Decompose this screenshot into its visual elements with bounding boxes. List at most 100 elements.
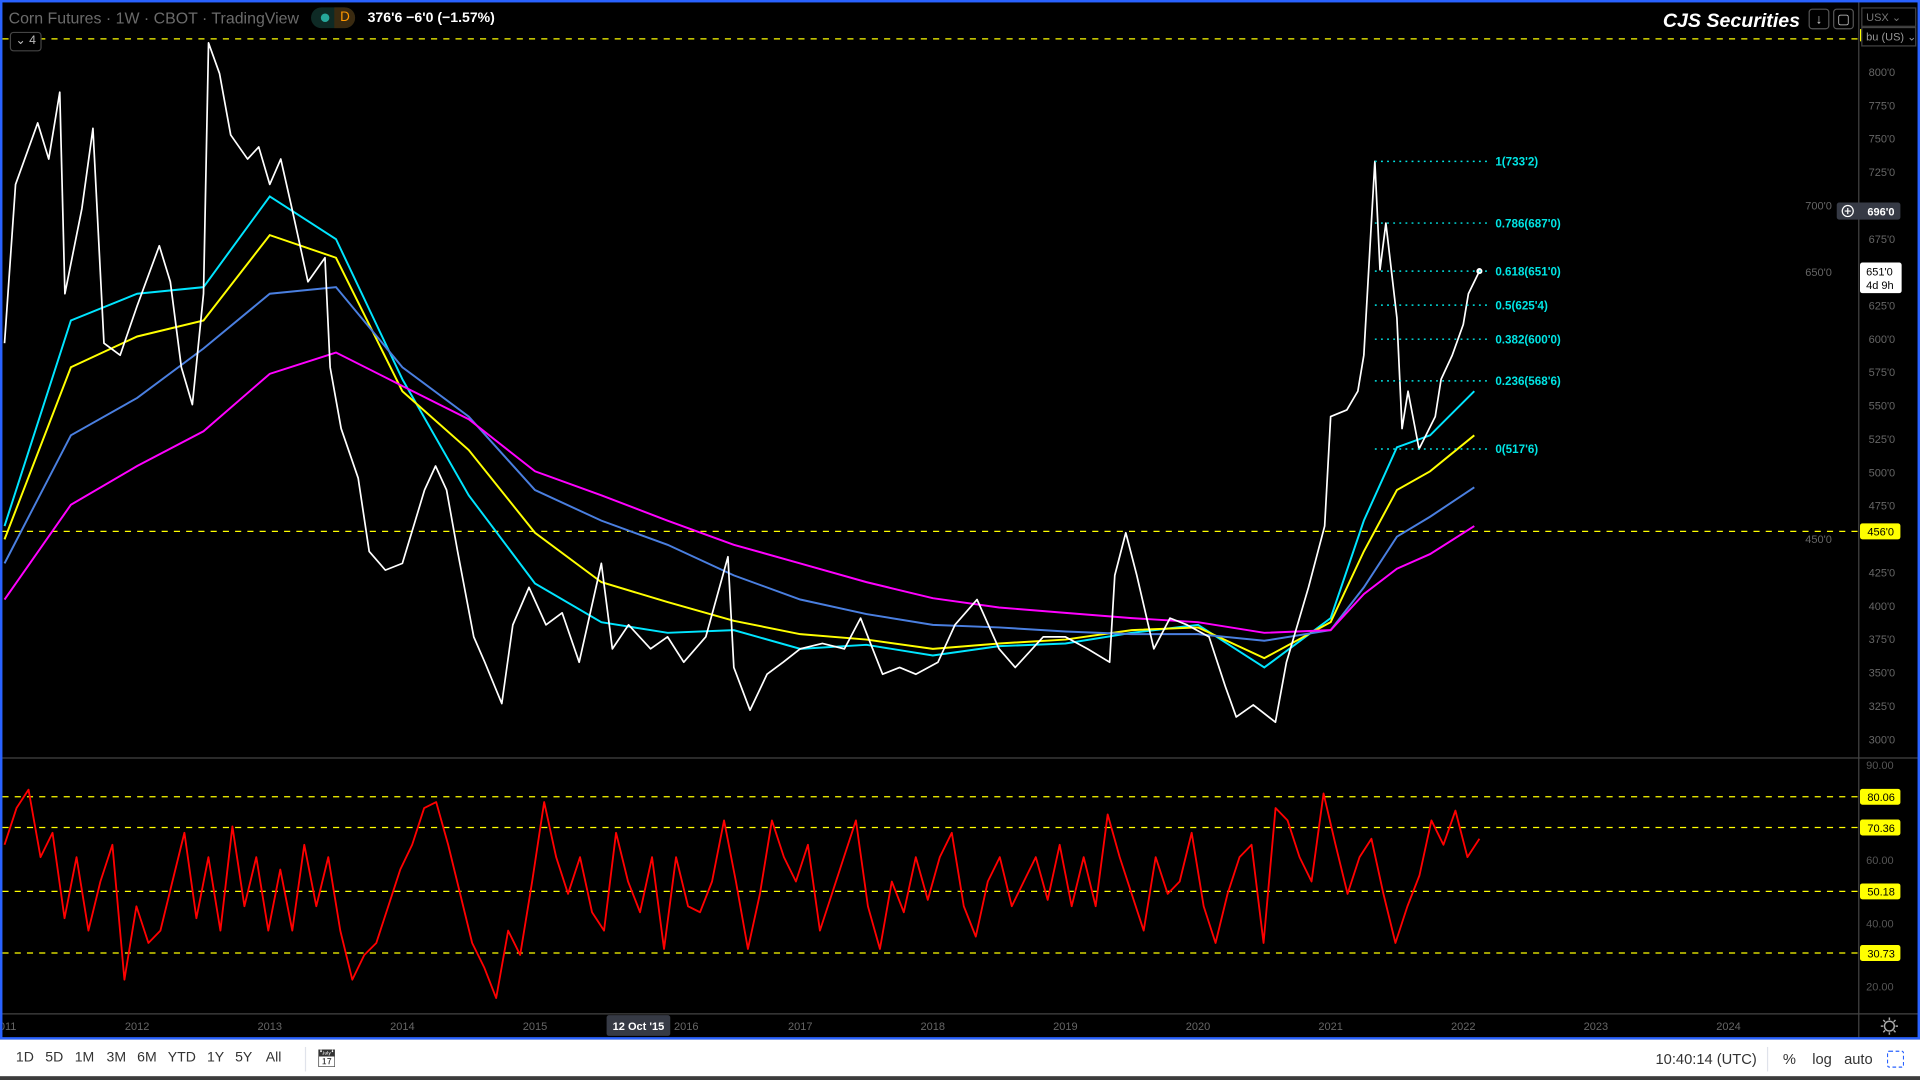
log-scale-toggle[interactable]: log: [1812, 1050, 1832, 1068]
price-tick-label: 750'0: [1869, 134, 1896, 146]
range-button-5y[interactable]: 5Y: [235, 1050, 253, 1066]
year-tick-label: 2012: [125, 1021, 150, 1033]
price-tick-label: 500'0: [1869, 467, 1896, 479]
fib-level-label: 0.786(687'0): [1495, 217, 1561, 230]
rsi-tick-label: 90.00: [1866, 760, 1894, 772]
plus-icon: [1844, 207, 1851, 215]
chart-frame: [0, 0, 1920, 1040]
hline-price-tag: [1860, 523, 1901, 540]
fib-level-label: 1(733'2): [1495, 156, 1538, 169]
range-button-5d[interactable]: 5D: [45, 1050, 64, 1066]
price-tick-label: 700'0: [1805, 200, 1832, 212]
rsi-level-label: 80.06: [1867, 792, 1895, 804]
price-tick-label: 425'0: [1869, 567, 1896, 579]
rsi-tick-label: 20.00: [1866, 982, 1894, 994]
price-axis[interactable]: 800'0 775'0 750'0 725'0 700'0 675'0 650'0 625'0…: [1805, 29, 1902, 746]
unit-select[interactable]: bu (US) ⌄: [1861, 26, 1916, 47]
year-tick-label: 2017: [788, 1021, 813, 1033]
year-tick-label: 2015: [523, 1021, 548, 1033]
download-arrow-icon[interactable]: ↓: [1808, 8, 1830, 30]
crosshair-price-tag: [1836, 202, 1901, 220]
fullscreen-icon[interactable]: ▢: [1833, 8, 1854, 30]
rsi-level-tag: [1860, 819, 1901, 836]
collapse-indicators-button[interactable]: ⌄ 4: [9, 31, 42, 52]
crosshair-date-label: 12 Oct '15: [613, 1021, 665, 1033]
range-button-1d[interactable]: 1D: [15, 1050, 34, 1066]
last-quote: 376'6 −6'0 (−1.57%): [367, 10, 495, 26]
year-tick-label: 2021: [1318, 1021, 1343, 1033]
market-open-dot-icon: [321, 13, 330, 23]
year-tick-label: 2011: [0, 1021, 16, 1033]
price-tick-label: 350'0: [1869, 668, 1896, 680]
clock-timezone[interactable]: 10:40:14 (UTC): [1655, 1050, 1757, 1068]
time-axis[interactable]: 2011 2012 2013 2014 2015 2016 2017 2018 2019 2020…: [0, 1015, 1741, 1036]
price-tick-label: 300'0: [1869, 734, 1896, 746]
price-line[interactable]: [3, 42, 1481, 724]
bottom-strip: [0, 1076, 1920, 1080]
brand-watermark: CJS Securities: [1662, 11, 1801, 32]
market-status-badge[interactable]: D: [311, 7, 356, 29]
fib-level-label: 0(517'6): [1495, 443, 1538, 456]
fib-level-label: 0.236(568'6): [1495, 375, 1561, 388]
price-tick-label: 575'0: [1869, 367, 1896, 379]
year-tick-label: 2020: [1186, 1021, 1211, 1033]
toolbar-divider: [304, 1046, 307, 1072]
price-tick-label: 650'0: [1805, 267, 1832, 279]
price-tick-label: 450'0: [1805, 534, 1832, 546]
rsi-level-tag: [1860, 788, 1901, 805]
rsi-level-label: 30.73: [1867, 948, 1895, 960]
year-tick-label: 2014: [390, 1021, 415, 1033]
price-tick-label: 375'0: [1869, 634, 1896, 646]
price-tick-label: 675'0: [1869, 234, 1896, 246]
rsi-level-tag: [1860, 945, 1901, 961]
price-tick-label: 725'0: [1869, 167, 1896, 179]
moving-average-line-4[interactable]: [3, 351, 1475, 634]
chevron-down-icon: ⌄: [15, 34, 26, 48]
fib-level-label: 0.618(651'0): [1495, 265, 1561, 278]
data-delay-badge: D: [334, 7, 356, 29]
price-tick-label: 400'0: [1869, 601, 1896, 613]
toolbar-divider: [1766, 1046, 1769, 1072]
price-pane[interactable]: 1(733'2) 0.786(687'0) 0.618(651'0) 0.5(625'…: [2, 38, 1859, 724]
year-tick-label: 2022: [1451, 1021, 1476, 1033]
rsi-line[interactable]: [3, 788, 1481, 1000]
moving-average-line-2[interactable]: [3, 233, 1475, 660]
bar-countdown-label: 4d 9h: [1866, 280, 1894, 292]
year-tick-label: 2018: [921, 1021, 946, 1033]
fib-level-label: 0.382(600'0): [1495, 333, 1561, 346]
year-tick-label: 2024: [1716, 1021, 1741, 1033]
fullscreen-corner-icon[interactable]: [1886, 1050, 1905, 1068]
range-button-3m[interactable]: 3M: [106, 1050, 127, 1066]
chart-header: Corn Futures · 1W · CBOT · TradingView D…: [9, 7, 495, 29]
currency-select[interactable]: USX ⌄: [1861, 7, 1917, 27]
indicator-count: 4: [29, 34, 36, 48]
range-button-ytd[interactable]: YTD: [167, 1050, 196, 1066]
year-tick-label: 2019: [1053, 1021, 1078, 1033]
rsi-axis[interactable]: 90.00 60.00 40.00 20.00 80.06 70.36 50.18 30.73: [1860, 760, 1901, 994]
unit-value: bu (US): [1866, 30, 1905, 43]
last-price-label: 651'0: [1866, 266, 1893, 278]
price-tick-label: 325'0: [1869, 701, 1896, 713]
price-tick-label: 600'0: [1869, 334, 1896, 346]
rsi-pane[interactable]: [2, 788, 1859, 1000]
rsi-level-label: 70.36: [1867, 823, 1895, 835]
price-tick-label: 775'0: [1869, 100, 1896, 112]
rsi-level-label: 50.18: [1867, 887, 1895, 899]
rsi-tick-label: 60.00: [1866, 855, 1894, 867]
year-tick-label: 2013: [257, 1021, 282, 1033]
range-button-all[interactable]: All: [265, 1050, 282, 1066]
price-tick-label: 625'0: [1869, 300, 1896, 312]
auto-scale-toggle[interactable]: auto: [1844, 1050, 1873, 1068]
goto-date-calendar-icon[interactable]: 📅︎: [315, 1048, 338, 1068]
range-button-1m[interactable]: 1M: [74, 1050, 95, 1066]
range-button-1y[interactable]: 1Y: [206, 1050, 225, 1066]
price-tick-label: 550'0: [1869, 401, 1896, 413]
add-alert-plus-icon[interactable]: [1841, 204, 1854, 218]
rsi-level-tag: [1860, 883, 1901, 900]
range-button-6m[interactable]: 6M: [137, 1050, 157, 1066]
percent-scale-toggle[interactable]: %: [1782, 1050, 1796, 1068]
year-tick-label: 2016: [674, 1021, 699, 1033]
crosshair-date-tag: [606, 1015, 671, 1036]
